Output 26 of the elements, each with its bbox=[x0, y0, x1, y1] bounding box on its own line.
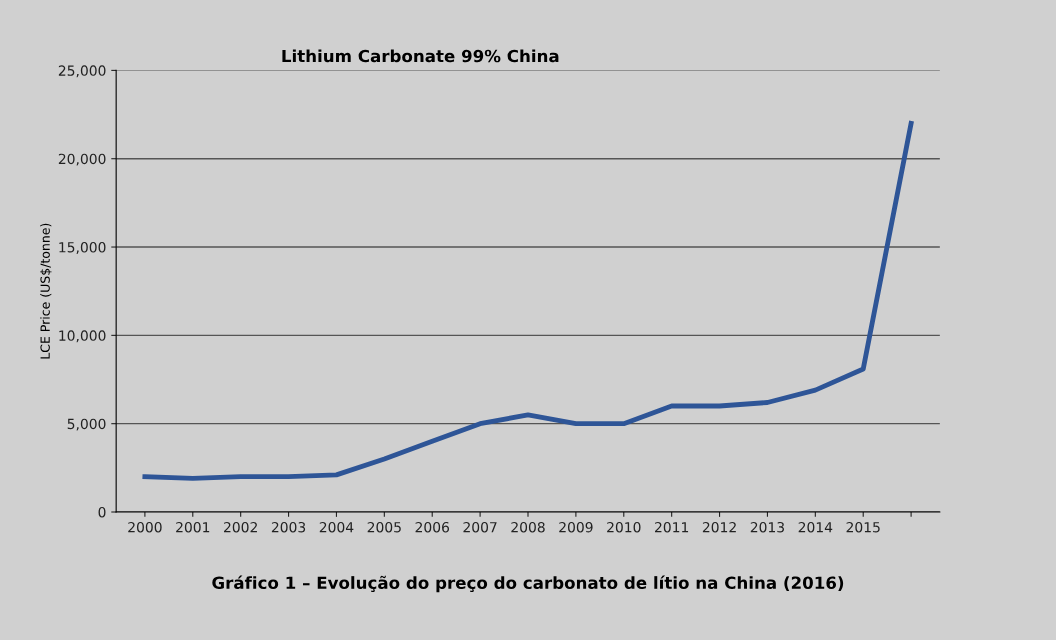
x-tick-label: 2003 bbox=[271, 521, 306, 533]
text: Gráfico 1 – Evolução do preço do carbonato de lítio na China (2016) bbox=[212, 575, 844, 593]
x-tick-label: 2014 bbox=[798, 521, 833, 533]
x-tick-label: 2004 bbox=[319, 521, 354, 533]
x-tick-label: 2000 bbox=[128, 521, 162, 533]
y-tick-label: 5,000 bbox=[67, 418, 106, 431]
y-axis-title: LCE Price (US$/tonne) bbox=[40, 223, 52, 359]
x-tick-label: 2002 bbox=[224, 521, 257, 533]
x-tick-label: 2013 bbox=[750, 521, 784, 533]
x-tick-label: 2015 bbox=[846, 521, 880, 533]
x-tick-label: 2011 bbox=[655, 521, 689, 533]
x-tick-label: 2007 bbox=[463, 521, 497, 533]
x-tick-label: 2010 bbox=[607, 521, 641, 533]
chart-title: Lithium Carbonate 99% China bbox=[282, 49, 559, 63]
x-tick-label: 2006 bbox=[415, 521, 450, 533]
y-tick-label: 25,000 bbox=[58, 65, 106, 78]
x-tick-label: 2008 bbox=[511, 521, 545, 533]
y-tick-label: 15,000 bbox=[59, 242, 106, 254]
x-tick-label: 2012 bbox=[702, 521, 736, 533]
line-series bbox=[142, 120, 914, 481]
x-tick-label: 2001 bbox=[176, 521, 210, 533]
x-tick-label: 2009 bbox=[559, 521, 593, 533]
x-tick-label: 2005 bbox=[367, 521, 401, 533]
y-tick-label: 10,000 bbox=[59, 330, 106, 343]
y-tick-label: 0 bbox=[98, 506, 106, 518]
y-tick-label: 20,000 bbox=[58, 153, 106, 166]
